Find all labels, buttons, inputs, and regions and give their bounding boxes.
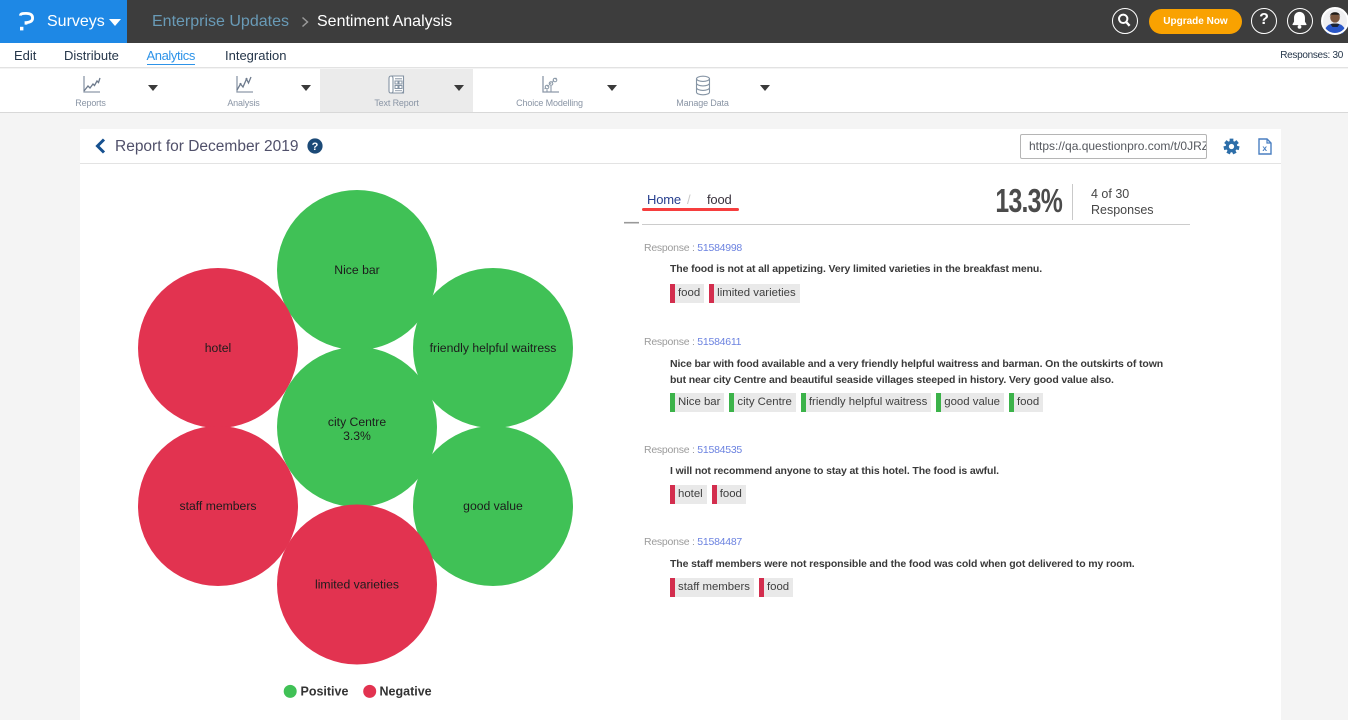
svg-text:hotel: hotel xyxy=(205,341,231,355)
svg-text:Negative: Negative xyxy=(380,685,432,699)
svg-text:3.3%: 3.3% xyxy=(343,429,371,443)
svg-text:city Centre: city Centre xyxy=(328,415,386,429)
svg-text:limited varieties: limited varieties xyxy=(315,578,399,592)
svg-text:good value: good value xyxy=(463,499,523,513)
svg-text:Nice bar: Nice bar xyxy=(334,263,379,277)
svg-text:Positive: Positive xyxy=(301,685,349,699)
svg-text:friendly helpful waitress: friendly helpful waitress xyxy=(430,341,557,355)
svg-text:?: ? xyxy=(312,141,319,153)
svg-text:staff members: staff members xyxy=(180,499,257,513)
svg-text:x: x xyxy=(1262,143,1267,153)
